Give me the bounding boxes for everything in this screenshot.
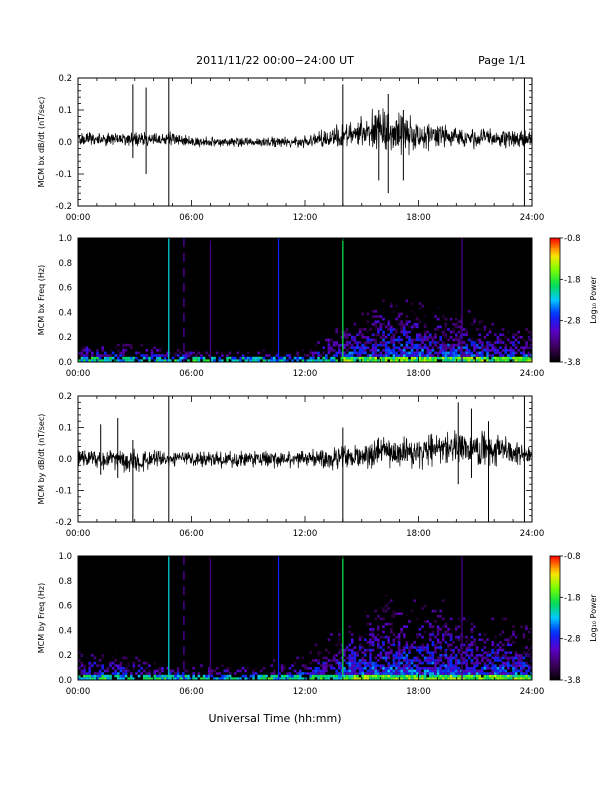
x-tick-label: 24:00: [520, 529, 545, 539]
x-tick-label: 12:00: [293, 369, 318, 379]
colorbar-label: Log₁₀ Power: [589, 276, 598, 324]
y-tick-label: -0.2: [55, 518, 72, 528]
y-tick-label: 0.0: [58, 358, 72, 368]
y-tick-label: 0.2: [58, 333, 72, 343]
spectrogram-cells: [78, 594, 532, 680]
colorbar-label: Log₁₀ Power: [589, 594, 598, 642]
colorbar: -0.8 -1.8 -2.8 -3.8 Log₁₀ Power: [549, 552, 598, 686]
colorbar: -0.8 -1.8 -2.8 -3.8 Log₁₀ Power: [549, 234, 598, 368]
y-tick-label: 0.4: [58, 626, 72, 636]
x-tick-label: 00:00: [66, 213, 91, 223]
y-tick-label: 0.8: [58, 259, 72, 269]
x-tick-label: 06:00: [179, 529, 204, 539]
y-tick-label: 0.0: [58, 138, 72, 148]
x-tick-label: 12:00: [293, 529, 318, 539]
panel-1: 00:00 06:00 12:00 18:00 24:00 -0.2 -0.1 0.0 0.1 0…: [37, 74, 545, 223]
colorbar-scale: [549, 237, 561, 363]
spectrogram-background: [78, 238, 532, 362]
x-tick-label: 00:00: [66, 529, 91, 539]
x-tick-label: 06:00: [179, 687, 204, 697]
colorbar-scale: [549, 555, 561, 681]
x-tick-label: 00:00: [66, 687, 91, 697]
series-line: [78, 108, 532, 156]
x-tick-label: 06:00: [179, 213, 204, 223]
y-axis-label: MCM bx dB/dt (nT/sec): [37, 97, 46, 188]
x-tick-label: 12:00: [293, 213, 318, 223]
y-tick-label: -0.2: [55, 202, 72, 212]
colorbar-tick-label: -2.8: [564, 635, 581, 645]
colorbar-tick-label: -1.8: [564, 275, 581, 285]
y-tick-label: 0.2: [58, 392, 72, 402]
panel-4: 00:00 06:00 12:00 18:00 24:00 0.0 0.2 0.4 0.6 0.8…: [37, 552, 598, 697]
y-tick-label: 0.0: [58, 676, 72, 686]
y-tick-label: 0.1: [58, 424, 72, 434]
x-tick-label: 18:00: [406, 369, 431, 379]
y-tick-label: 0.6: [58, 284, 72, 294]
x-tick-label: 24:00: [520, 369, 545, 379]
colorbar-tick-label: -3.8: [564, 358, 581, 368]
x-tick-label: 00:00: [66, 369, 91, 379]
colorbar-tick-label: -0.8: [564, 552, 581, 562]
x-tick-label: 12:00: [293, 687, 318, 697]
y-tick-label: 0.6: [58, 602, 72, 612]
series-line: [78, 430, 532, 473]
y-axis-label: MCM by dB/dt (nT/sec): [37, 414, 46, 505]
y-tick-label: 0.0: [58, 455, 72, 465]
y-tick-label: 0.2: [58, 74, 72, 84]
figure-title: 2011/11/22 00:00−24:00 UT: [196, 54, 354, 67]
colorbar-tick-label: -2.8: [564, 317, 581, 327]
x-tick-label: 18:00: [406, 213, 431, 223]
y-tick-label: -0.1: [55, 170, 72, 180]
x-tick-label: 18:00: [406, 529, 431, 539]
panels: 00:00 06:00 12:00 18:00 24:00 -0.2 -0.1 0.0 0.1 0…: [37, 74, 598, 697]
y-tick-label: 0.1: [58, 106, 72, 116]
y-tick-label: 0.4: [58, 308, 72, 318]
x-tick-label: 24:00: [520, 213, 545, 223]
colorbar-tick-label: -3.8: [564, 676, 581, 686]
y-tick-label: 0.2: [58, 651, 72, 661]
colorbar-tick-label: -0.8: [564, 234, 581, 244]
spectrogram-cells: [78, 297, 532, 362]
y-tick-label: 0.8: [58, 577, 72, 587]
panel-3: 00:00 06:00 12:00 18:00 24:00 -0.2 -0.1 0.0 0.1 0…: [37, 392, 545, 539]
x-tick-label: 06:00: [179, 369, 204, 379]
page-indicator: Page 1/1: [478, 54, 526, 67]
y-axis-label: MCM bx Freq (Hz): [37, 265, 46, 335]
y-tick-label: 1.0: [58, 234, 72, 244]
panel-2: 00:00 06:00 12:00 18:00 24:00 0.0 0.2 0.4 0.6 0.8…: [37, 234, 598, 379]
y-tick-label: -0.1: [55, 487, 72, 497]
x-tick-label: 24:00: [520, 687, 545, 697]
colorbar-tick-label: -1.8: [564, 593, 581, 603]
x-axis-label: Universal Time (hh:mm): [209, 712, 342, 725]
y-tick-label: 1.0: [58, 552, 72, 562]
y-axis-label: MCM by Freq (Hz): [37, 583, 46, 653]
x-tick-label: 18:00: [406, 687, 431, 697]
